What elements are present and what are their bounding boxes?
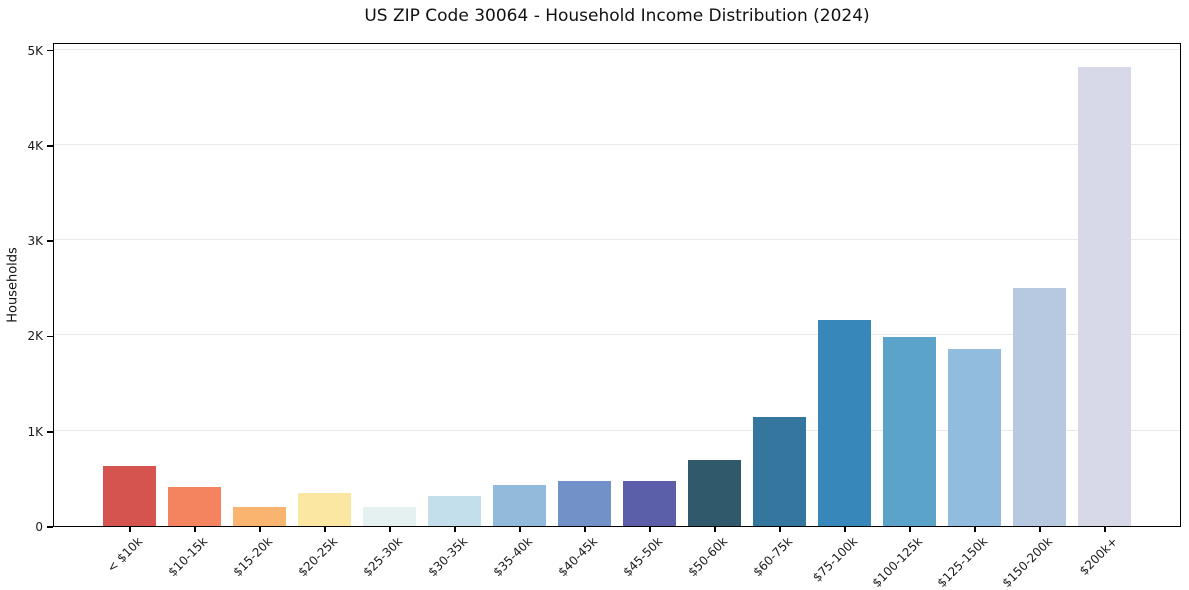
- x-tick-mark-20-25k: [324, 527, 326, 532]
- bar-slot-125-150k: [942, 44, 1007, 526]
- x-tick-mark-75-100k: [844, 527, 846, 532]
- x-tick-label-10k: < $10k: [104, 534, 146, 576]
- x-tick-mark-100-125k: [909, 527, 911, 532]
- bar-25-30k: [363, 507, 416, 526]
- x-tick-mark-50-60k: [714, 527, 716, 532]
- bar-50-60k: [688, 460, 741, 526]
- bar-slot-35-40k: [487, 44, 552, 526]
- y-tick-mark-5k: [47, 49, 53, 52]
- bar-45-50k: [623, 481, 676, 526]
- x-tick-mark-125-150k: [974, 527, 976, 532]
- bar-30-35k: [428, 495, 481, 526]
- bar-100-125k: [883, 337, 936, 526]
- x-tick-mark-40-45k: [584, 527, 586, 532]
- x-tick-mark-25-30k: [389, 527, 391, 532]
- gridline-5k: [54, 48, 1180, 50]
- y-tick-label-4k: 4K: [27, 138, 43, 153]
- bar-slot-45-50k: [617, 44, 682, 526]
- bar-125-150k: [948, 349, 1001, 526]
- bar-35-40k: [493, 484, 546, 526]
- bar-slot-40-45k: [552, 44, 617, 526]
- x-tick-mark-150-200k: [1039, 527, 1041, 532]
- bar-15-20k: [233, 507, 286, 526]
- gridline-1k: [54, 429, 1180, 431]
- y-tick-label-1k: 1K: [27, 424, 43, 439]
- x-tick-mark-30-35k: [454, 527, 456, 532]
- y-tick-mark-2k: [47, 335, 53, 338]
- y-tick-mark-1k: [47, 431, 53, 433]
- bar-150-200k: [1013, 287, 1066, 526]
- bar-75-100k: [818, 320, 871, 526]
- bar-40-45k: [558, 481, 611, 526]
- bar-slot-200k+: [1072, 44, 1137, 526]
- y-tick-label-0: 0: [35, 520, 43, 534]
- bar-slot-150-200k: [1007, 44, 1072, 526]
- bar-slot-20-25k: [292, 44, 357, 526]
- gridline-4k: [54, 143, 1180, 145]
- y-tick-label-3k: 3K: [27, 234, 43, 249]
- bar-slot-25-30k: [357, 44, 422, 526]
- y-tick-mark-0: [47, 526, 53, 528]
- bar-slot-50-60k: [682, 44, 747, 526]
- bar-slot-60-75k: [747, 44, 812, 526]
- bar-slot-10k: [97, 44, 162, 526]
- chart-title: US ZIP Code 30064 - Household Income Dis…: [364, 6, 870, 26]
- y-tick-label-2k: 2K: [27, 329, 43, 344]
- bar-200k+: [1078, 66, 1131, 526]
- bar-10k: [103, 466, 156, 526]
- x-tick-mark-200k+: [1104, 527, 1106, 532]
- bar-10-15k: [168, 486, 221, 526]
- bar-slot-75-100k: [812, 44, 877, 526]
- x-tick-mark-60-75k: [779, 527, 781, 532]
- x-tick-mark-15-20k: [259, 527, 261, 532]
- y-tick-label-5k: 5K: [27, 43, 43, 58]
- y-tick-mark-3k: [47, 240, 53, 242]
- x-tick-mark-10-15k: [194, 527, 196, 532]
- gridline-3k: [54, 239, 1180, 241]
- bar-slot-100-125k: [877, 44, 942, 526]
- plot-area: [53, 43, 1181, 527]
- bar-60-75k: [753, 417, 806, 526]
- bars-container: [54, 44, 1180, 526]
- bar-slot-30-35k: [422, 44, 487, 526]
- x-tick-mark-45-50k: [649, 527, 651, 532]
- x-tick-mark-10k: [129, 527, 131, 532]
- y-tick-mark-4k: [47, 145, 53, 147]
- bar-20-25k: [298, 492, 351, 526]
- y-axis-label: Households: [5, 247, 21, 323]
- bar-slot-15-20k: [227, 44, 292, 526]
- x-tick-mark-35-40k: [519, 527, 521, 532]
- bar-slot-10-15k: [162, 44, 227, 526]
- gridline-2k: [54, 334, 1180, 336]
